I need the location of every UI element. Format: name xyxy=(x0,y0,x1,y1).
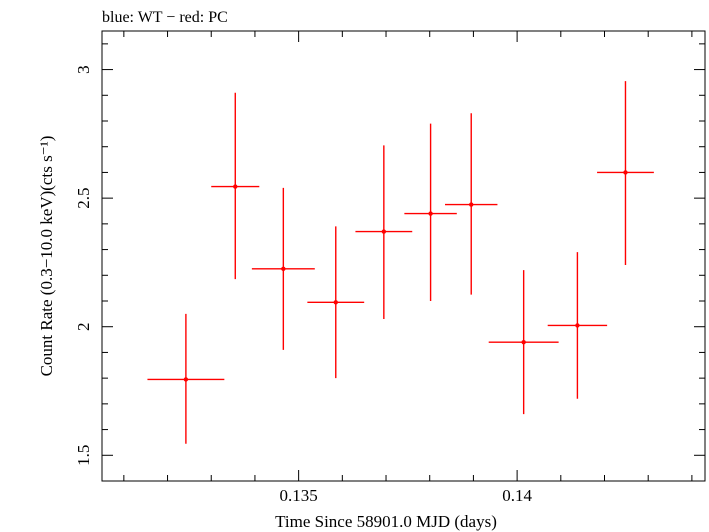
data-points xyxy=(147,81,654,444)
point-marker xyxy=(575,323,580,328)
y-tick-label: 2.5 xyxy=(74,188,93,209)
data-point xyxy=(547,252,608,399)
plot-frame xyxy=(101,30,706,482)
data-point xyxy=(597,81,654,265)
point-marker xyxy=(333,300,338,305)
y-tick-label: 2 xyxy=(74,322,93,331)
point-marker xyxy=(428,211,433,216)
y-axis-label: Count Rate (0.3−10.0 keV)(cts s⁻¹) xyxy=(37,136,56,377)
data-point xyxy=(147,313,225,444)
y-tick-label: 3 xyxy=(74,65,93,74)
x-axis-label: Time Since 58901.0 MJD (days) xyxy=(275,512,497,531)
point-marker xyxy=(381,229,387,234)
data-point xyxy=(307,226,365,379)
point-marker xyxy=(233,184,238,189)
chart-title: blue: WT − red: PC xyxy=(102,9,228,26)
point-marker xyxy=(521,339,526,345)
point-marker xyxy=(281,266,286,272)
point-marker xyxy=(469,202,474,207)
data-point xyxy=(404,123,457,301)
x-tick-label: 0.135 xyxy=(280,486,318,505)
data-point xyxy=(355,145,413,319)
point-marker xyxy=(623,170,628,175)
data-point xyxy=(211,92,260,280)
data-point xyxy=(488,270,559,415)
data-point xyxy=(251,187,315,350)
x-tick-label: 0.14 xyxy=(502,486,532,505)
point-marker xyxy=(183,377,189,382)
axis-tick-labels: 0.135 0.14 1.5 2 2.5 3 xyxy=(74,65,532,505)
data-point xyxy=(445,113,498,295)
y-tick-label: 1.5 xyxy=(74,445,93,466)
axis-ticks xyxy=(102,31,705,482)
